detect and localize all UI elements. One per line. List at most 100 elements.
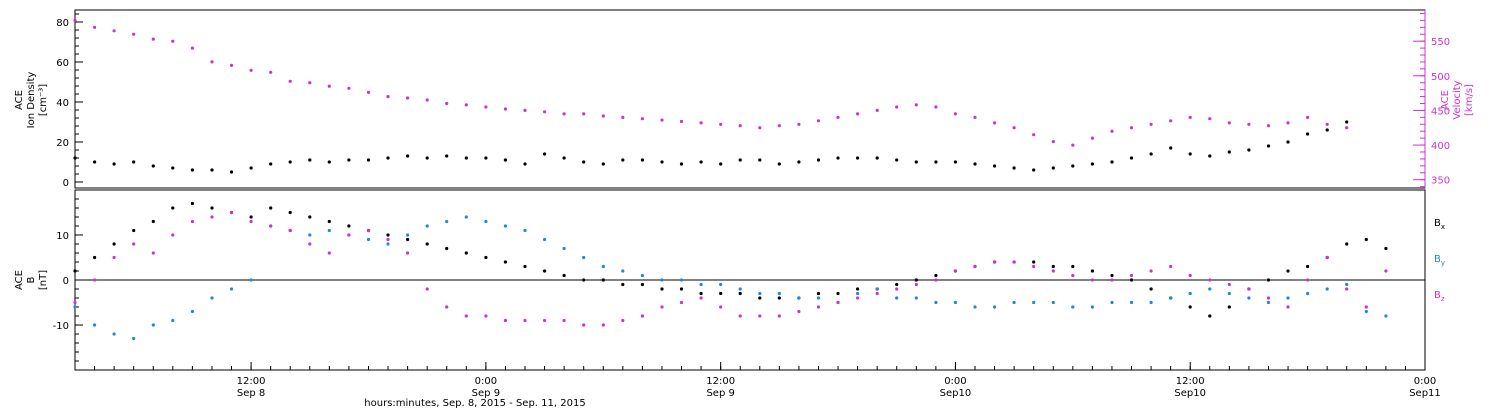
bx-point <box>1090 269 1094 273</box>
bx-point <box>1364 237 1368 242</box>
velocity-point <box>797 122 801 126</box>
bz-point <box>484 314 488 318</box>
density-point <box>425 156 429 160</box>
bz-point <box>288 228 292 233</box>
bx-point <box>445 246 449 251</box>
bx-point <box>132 228 136 233</box>
b-tick-label: 10 <box>56 231 69 242</box>
velocity-point <box>816 119 821 123</box>
bx-point <box>758 296 762 300</box>
density-point <box>523 162 527 166</box>
b-axis-label-2: B <box>26 276 37 283</box>
density-point <box>445 154 449 158</box>
bz-point <box>464 314 468 318</box>
density-point <box>386 156 390 160</box>
by-point <box>366 237 371 242</box>
density-point <box>562 156 566 160</box>
bz-point <box>406 251 410 255</box>
bx-point <box>679 287 684 291</box>
b-axis-label-1: ACE <box>14 270 25 290</box>
by-point <box>973 305 977 309</box>
bz-point <box>112 255 116 260</box>
velocity-point <box>640 117 645 121</box>
bz-point <box>875 291 879 296</box>
density-point <box>543 152 547 156</box>
x-tick-label-time: 0:00 <box>944 376 966 387</box>
velocity-point <box>73 18 77 22</box>
x-tick-label-time: 0:00 <box>1414 376 1436 387</box>
bx-point <box>1345 242 1349 246</box>
by-point <box>1090 305 1094 309</box>
bz-point <box>1090 278 1094 282</box>
velocity-point <box>190 46 194 50</box>
density-point <box>1149 152 1153 156</box>
velocity-tick-label: 550 <box>1431 37 1450 48</box>
bz-point <box>856 296 860 300</box>
bx-point <box>601 278 605 282</box>
by-point <box>660 278 664 282</box>
velocity-point <box>112 29 116 33</box>
bx-point <box>1208 314 1212 318</box>
bz-point <box>190 219 194 224</box>
bz-point <box>73 300 77 305</box>
by-point <box>797 296 801 300</box>
b-tick-label: -10 <box>53 321 69 332</box>
bz-point <box>1071 273 1075 278</box>
density-point <box>151 164 155 168</box>
velocity-point <box>1090 136 1094 140</box>
velocity-point <box>1110 129 1114 133</box>
x-tick-label-date: Sep10 <box>1174 388 1206 399</box>
velocity-point <box>406 96 410 100</box>
velocity-tick-label: 400 <box>1431 141 1450 152</box>
density-point <box>288 160 292 164</box>
by-point <box>875 287 879 291</box>
by-point <box>621 269 625 273</box>
velocity-point <box>601 114 605 118</box>
bz-point <box>738 314 742 318</box>
bz-point <box>1266 296 1271 300</box>
velocity-point <box>895 105 899 109</box>
bz-point <box>386 237 390 242</box>
bx-point <box>895 282 899 287</box>
x-tick-label-date: Sep 8 <box>237 388 265 399</box>
by-point <box>582 255 586 260</box>
by-point <box>816 296 821 300</box>
bz-point <box>836 300 840 305</box>
density-point <box>1286 140 1290 144</box>
by-point <box>151 323 155 327</box>
x-tick-label-time: 12:00 <box>237 376 266 387</box>
by-point <box>1364 309 1368 314</box>
density-point <box>601 162 605 166</box>
bz-point <box>249 219 253 224</box>
bx-point <box>1110 273 1114 278</box>
by-point <box>73 305 77 309</box>
velocity-point <box>269 70 273 74</box>
density-tick-label: 20 <box>56 138 69 149</box>
density-point <box>1188 152 1192 156</box>
density-point <box>1129 156 1134 160</box>
x-tick-label-date: Sep 9 <box>472 388 500 399</box>
bz-point <box>1306 278 1310 282</box>
velocity-point <box>993 121 997 125</box>
density-point <box>1325 128 1329 132</box>
bx-point <box>1384 246 1388 251</box>
bz-point <box>1227 282 1231 287</box>
velocity-point <box>229 63 234 67</box>
b-axis-label-3: [nT] <box>38 270 49 290</box>
bz-point <box>327 251 331 255</box>
bz-point <box>719 305 723 309</box>
by-point <box>190 309 194 314</box>
by-point <box>1149 300 1153 305</box>
density-point <box>1090 162 1094 166</box>
density-point <box>993 164 997 168</box>
density-point <box>73 156 77 160</box>
velocity-point <box>719 122 723 126</box>
bx-point <box>856 287 860 291</box>
velocity-point <box>93 25 97 29</box>
bz-point <box>1286 305 1290 309</box>
bz-point <box>1012 260 1016 264</box>
bx-point <box>738 291 742 296</box>
bx-point <box>1306 264 1310 269</box>
bz-point <box>1032 264 1036 269</box>
